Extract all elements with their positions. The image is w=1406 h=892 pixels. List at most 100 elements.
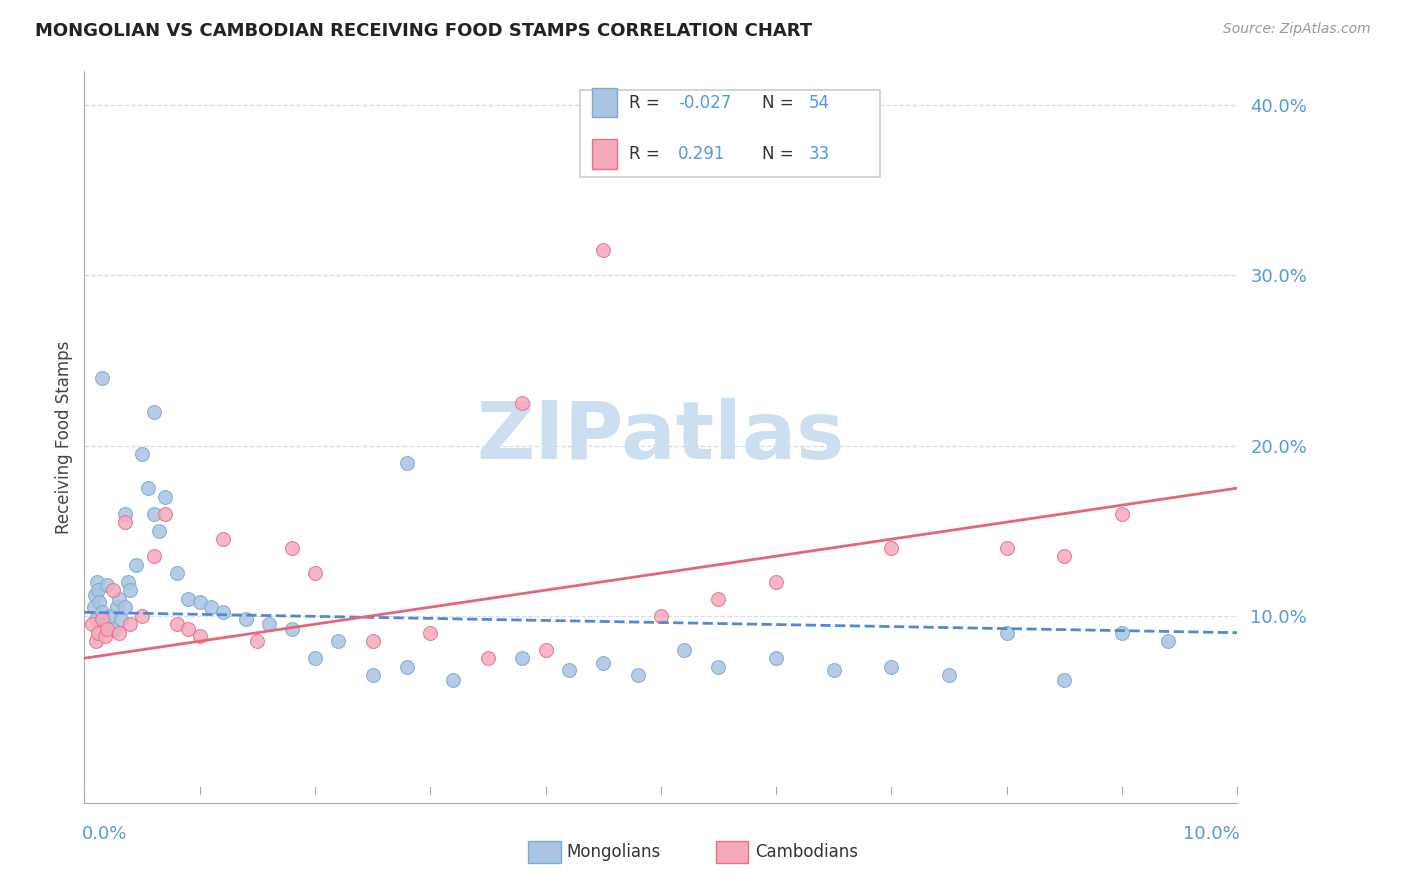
Point [281,622,304,636]
Point [707,591,730,606]
Point [110,612,132,626]
Point [441,673,464,688]
Point [142,549,165,563]
Point [211,605,233,619]
Point [83,588,105,602]
Point [114,600,136,615]
Point [419,625,441,640]
Point [131,447,153,461]
Text: -0.027: -0.027 [678,94,731,112]
Point [396,456,419,470]
Point [153,490,176,504]
Point [148,524,170,538]
Point [361,634,384,648]
Point [627,668,650,682]
Text: Source: ZipAtlas.com: Source: ZipAtlas.com [1223,22,1371,37]
Point [120,583,142,598]
Point [1053,673,1076,688]
Point [211,532,233,546]
Point [534,642,557,657]
Point [188,629,211,643]
Point [96,622,118,636]
Point [880,541,903,555]
Point [592,243,614,257]
Point [246,634,269,648]
Point [1053,549,1076,563]
Point [108,591,131,606]
Text: Mongolians: Mongolians [567,843,661,861]
Point [90,612,112,626]
FancyBboxPatch shape [592,88,617,118]
Text: MONGOLIAN VS CAMBODIAN RECEIVING FOOD STAMPS CORRELATION CHART: MONGOLIAN VS CAMBODIAN RECEIVING FOOD ST… [35,22,813,40]
Point [125,558,148,572]
Point [1157,634,1180,648]
Text: N =: N = [762,94,794,112]
Point [98,608,121,623]
Point [166,617,188,632]
FancyBboxPatch shape [581,90,880,178]
Point [87,625,110,640]
Point [707,659,730,673]
Point [89,595,111,609]
Point [136,481,159,495]
Text: 0.291: 0.291 [678,145,725,163]
Point [326,634,349,648]
Point [188,595,211,609]
Point [995,541,1018,555]
Point [94,629,117,643]
Point [823,663,845,677]
Text: 10.0%: 10.0% [1182,825,1240,843]
Point [235,612,257,626]
Point [557,663,579,677]
Point [82,617,104,632]
Point [84,612,107,626]
Point [90,370,112,384]
Point [361,668,384,682]
Point [90,605,112,619]
Point [512,396,534,410]
Point [87,583,110,598]
Point [84,634,107,648]
Point [114,515,136,529]
FancyBboxPatch shape [529,841,561,863]
Point [103,583,124,598]
Point [94,617,117,632]
Point [114,507,136,521]
Point [1111,507,1133,521]
FancyBboxPatch shape [592,139,617,169]
Point [200,600,222,615]
Point [120,617,142,632]
Text: Cambodians: Cambodians [755,843,858,861]
Point [880,659,903,673]
Text: 33: 33 [808,145,830,163]
Point [672,642,695,657]
Point [592,657,614,671]
Point [96,578,118,592]
Point [1111,625,1133,640]
Text: N =: N = [762,145,794,163]
Point [304,566,326,581]
Point [650,608,672,623]
Point [117,574,139,589]
Point [103,622,124,636]
Point [177,622,200,636]
Point [142,507,165,521]
Point [304,651,326,665]
Point [765,651,787,665]
Point [153,507,176,521]
Text: R =: R = [628,94,659,112]
Point [396,659,419,673]
Point [131,608,153,623]
Point [281,541,304,555]
Text: 0.0%: 0.0% [82,825,128,843]
Point [108,625,131,640]
Point [477,651,499,665]
Point [765,574,787,589]
Point [512,651,534,665]
Point [86,574,108,589]
Text: R =: R = [628,145,659,163]
Point [83,600,105,615]
Point [938,668,960,682]
Point [166,566,188,581]
Point [142,404,165,418]
